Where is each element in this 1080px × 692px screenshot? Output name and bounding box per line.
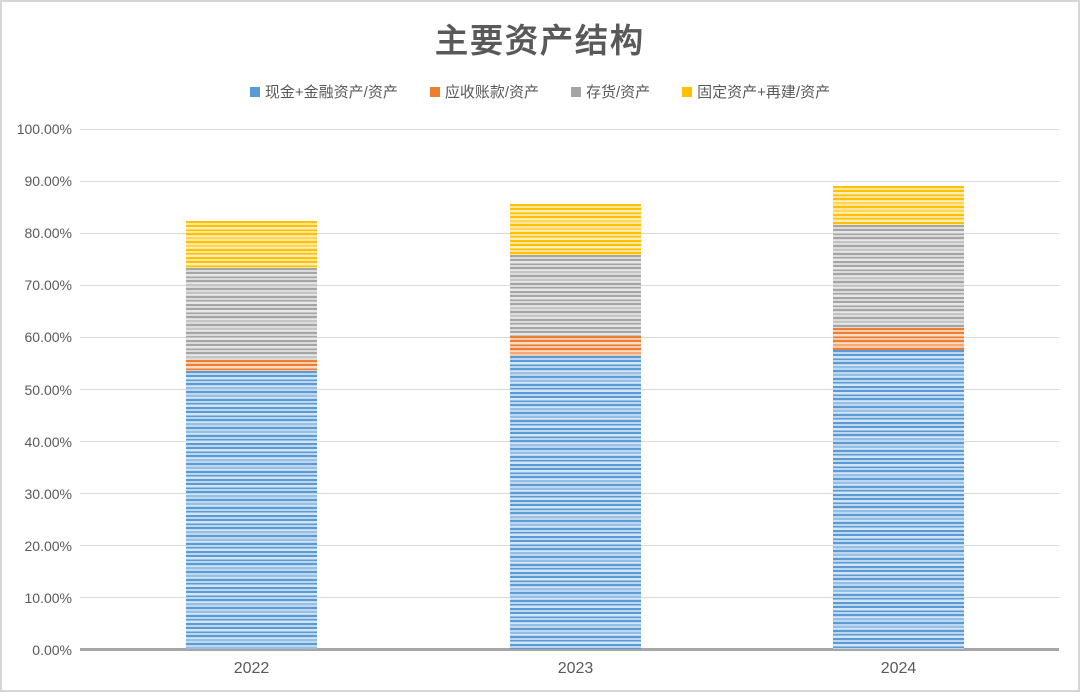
- y-tick-label: 80.00%: [24, 225, 72, 242]
- y-tick-label: 10.00%: [24, 589, 72, 606]
- bar-segment: [510, 254, 641, 337]
- legend-swatch-icon: [249, 86, 260, 97]
- legend-label: 现金+金融资产/资产: [264, 84, 398, 101]
- gridline: [80, 180, 1059, 182]
- bar-segment: [510, 203, 641, 255]
- y-tick-label: 20.00%: [24, 537, 72, 554]
- bar-segment: [510, 336, 641, 356]
- y-tick-label: 30.00%: [24, 485, 72, 502]
- legend-label: 存货/资产: [586, 84, 651, 101]
- legend: 现金+金融资产/资产 应收账款/资产 存货/资产 固定资产+再建/资产: [2, 81, 1078, 102]
- x-tick-label: 2024: [880, 660, 917, 677]
- bar-segment: [833, 349, 964, 649]
- bar-segment: [186, 371, 317, 649]
- x-tick-label: 2022: [233, 660, 270, 677]
- bar-segment: [186, 360, 317, 372]
- bar-2023: [510, 203, 641, 649]
- legend-swatch-icon: [571, 86, 581, 97]
- legend-item: 应收账款/资产: [429, 81, 539, 102]
- y-tick-label: 50.00%: [24, 381, 72, 398]
- bar-segment: [510, 355, 641, 649]
- legend-item: 现金+金融资产/资产: [249, 81, 398, 102]
- legend-item: 存货/资产: [571, 81, 650, 102]
- legend-item: 固定资产+再建/资产: [682, 81, 830, 102]
- legend-swatch-icon: [682, 86, 693, 97]
- y-tick-label: 90.00%: [24, 173, 72, 190]
- legend-label: 固定资产+再建/资产: [697, 84, 831, 101]
- bar-2022: [186, 221, 317, 649]
- legend-label: 应收账款/资产: [444, 84, 539, 101]
- plot-area: [80, 128, 1059, 651]
- chart-title: 主要资产结构: [435, 22, 645, 59]
- y-tick-label: 70.00%: [24, 277, 72, 294]
- y-tick-label: 40.00%: [24, 433, 72, 450]
- bar-segment: [833, 328, 964, 350]
- bar-2024: [833, 186, 964, 649]
- gridline: [80, 128, 1059, 130]
- legend-swatch-icon: [429, 86, 440, 97]
- y-tick-label: 100.00%: [16, 121, 72, 137]
- bar-segment: [833, 186, 964, 226]
- bar-segment: [186, 221, 317, 269]
- x-axis-line: [80, 648, 1059, 651]
- y-tick-label: 60.00%: [24, 329, 72, 346]
- y-axis-labels: 0.00% 10.00% 20.00% 30.00% 40.00% 50.00% 60.00…: [2, 121, 72, 658]
- bar-segment: [186, 268, 317, 361]
- x-axis-labels: 2022 2023 2024: [80, 660, 1059, 682]
- x-tick-label: 2023: [557, 660, 594, 677]
- bar-segment: [833, 225, 964, 329]
- y-tick-label: 0.00%: [32, 642, 72, 658]
